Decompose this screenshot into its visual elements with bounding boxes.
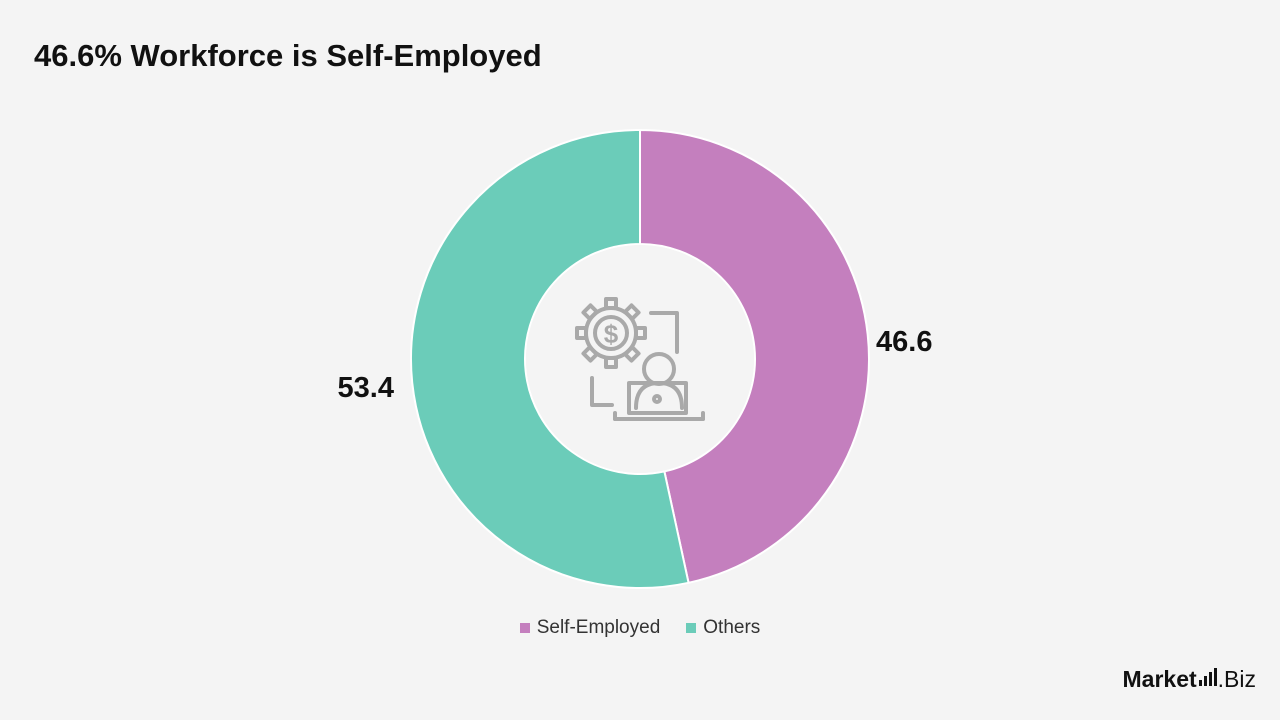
legend-swatch-others bbox=[686, 623, 697, 633]
donut-hole bbox=[526, 245, 754, 473]
brand-name-suffix: .Biz bbox=[1217, 666, 1256, 692]
legend-item-self-employed: Self-Employed bbox=[519, 617, 661, 639]
donut-data-labels: 46.6 53.4 bbox=[338, 326, 933, 404]
legend-swatch-self-employed bbox=[519, 623, 530, 633]
donut-slices bbox=[410, 128, 870, 589]
chart-legend: Self-Employed Others bbox=[0, 617, 1280, 639]
donut-slice-others bbox=[410, 128, 690, 589]
brand-logo: Market .Biz bbox=[1123, 666, 1257, 693]
data-label-others: 53.4 bbox=[338, 372, 394, 404]
data-label-self-employed: 46.6 bbox=[876, 326, 932, 358]
brand-bars-icon bbox=[1198, 668, 1217, 686]
chart-title: 46.6% Workforce is Self-Employed bbox=[34, 38, 542, 73]
legend-item-others: Others bbox=[686, 617, 760, 639]
legend-label-self-employed: Self-Employed bbox=[536, 617, 661, 638]
donut-slice-self-employed bbox=[639, 128, 870, 584]
self-employed-laptop-gear-icon: $ bbox=[575, 297, 705, 421]
legend-label-others: Others bbox=[703, 617, 761, 638]
svg-text:$: $ bbox=[604, 319, 619, 349]
brand-name-main: Market bbox=[1122, 666, 1197, 692]
